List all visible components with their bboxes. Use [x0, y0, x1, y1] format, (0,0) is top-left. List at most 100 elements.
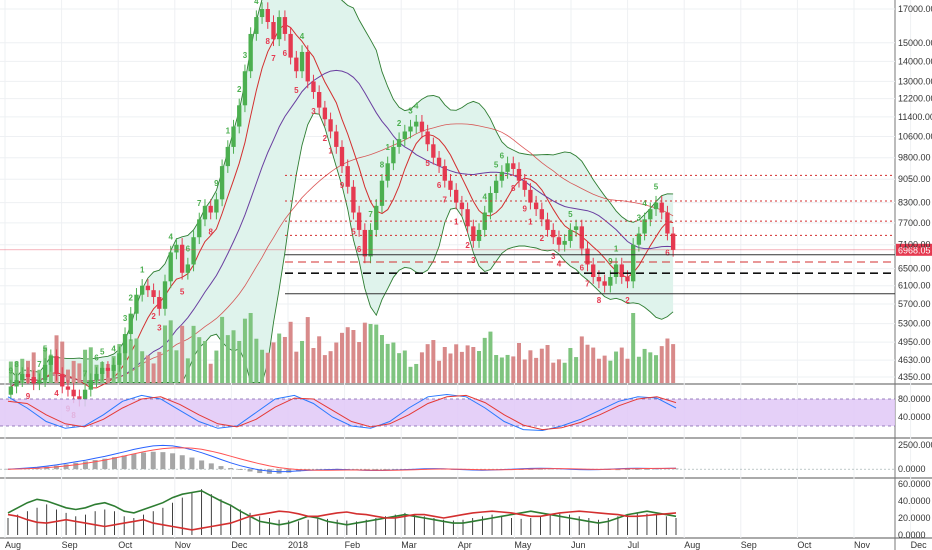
candle[interactable]: [648, 209, 653, 220]
candle[interactable]: [465, 209, 470, 227]
candle[interactable]: [151, 290, 156, 298]
candle[interactable]: [562, 240, 567, 245]
stochastic-rsi-panel[interactable]: [0, 393, 895, 432]
candle[interactable]: [459, 202, 465, 210]
candle[interactable]: [516, 168, 522, 181]
candle[interactable]: [488, 192, 493, 213]
candle[interactable]: [248, 33, 253, 72]
dmi-panel[interactable]: [7, 489, 677, 535]
candle[interactable]: [231, 126, 236, 147]
candle[interactable]: [528, 189, 533, 203]
candle[interactable]: [94, 373, 99, 381]
candle[interactable]: [100, 367, 105, 374]
candle[interactable]: [374, 205, 379, 230]
candle[interactable]: [54, 356, 59, 374]
candle[interactable]: [670, 233, 676, 250]
candle[interactable]: [208, 205, 213, 213]
candle[interactable]: [168, 252, 173, 282]
candle[interactable]: [288, 33, 293, 58]
candle[interactable]: [579, 226, 584, 249]
candle[interactable]: [585, 248, 590, 265]
candle[interactable]: [60, 373, 65, 387]
candle[interactable]: [339, 146, 345, 167]
candle[interactable]: [117, 353, 122, 365]
candle[interactable]: [65, 386, 71, 390]
candle[interactable]: [636, 233, 642, 245]
candle[interactable]: [294, 57, 299, 72]
macd-panel[interactable]: [0, 444, 895, 474]
candle[interactable]: [20, 373, 25, 381]
candle[interactable]: [396, 139, 402, 147]
candle[interactable]: [573, 226, 579, 230]
candle[interactable]: [362, 229, 368, 257]
candle[interactable]: [608, 277, 613, 286]
candle[interactable]: [482, 212, 487, 230]
candle[interactable]: [653, 202, 659, 210]
candle[interactable]: [191, 237, 196, 265]
candle[interactable]: [271, 22, 276, 40]
candle[interactable]: [591, 264, 596, 278]
candle[interactable]: [71, 389, 76, 397]
candle[interactable]: [522, 180, 527, 190]
candle[interactable]: [665, 212, 670, 234]
candle[interactable]: [505, 163, 510, 172]
candle[interactable]: [305, 51, 310, 82]
candle[interactable]: [625, 277, 630, 282]
candle[interactable]: [659, 202, 664, 213]
candle[interactable]: [105, 367, 111, 371]
candle[interactable]: [539, 209, 544, 220]
candle[interactable]: [134, 294, 139, 314]
candle[interactable]: [214, 199, 219, 213]
candle[interactable]: [48, 356, 53, 365]
candle[interactable]: [31, 377, 36, 384]
candle[interactable]: [122, 334, 128, 354]
candle[interactable]: [454, 189, 459, 203]
candle[interactable]: [82, 389, 88, 400]
candle[interactable]: [179, 244, 185, 273]
candle[interactable]: [311, 81, 316, 93]
candle[interactable]: [631, 244, 636, 282]
candle[interactable]: [277, 17, 282, 40]
price-panel[interactable]: 9897549876543212345678912348765432195678…: [0, 0, 895, 420]
candle[interactable]: [471, 226, 476, 241]
candle[interactable]: [545, 219, 550, 230]
candle[interactable]: [356, 212, 362, 230]
candle[interactable]: [556, 237, 562, 245]
candle[interactable]: [162, 281, 168, 309]
candle[interactable]: [379, 180, 385, 206]
candle[interactable]: [402, 131, 407, 140]
candle[interactable]: [111, 364, 116, 371]
candle[interactable]: [511, 163, 516, 169]
candle[interactable]: [385, 163, 390, 181]
candle[interactable]: [185, 264, 191, 273]
candle[interactable]: [42, 364, 48, 381]
candle[interactable]: [237, 105, 242, 127]
candle[interactable]: [619, 264, 624, 278]
candle[interactable]: [77, 396, 82, 400]
candle[interactable]: [345, 166, 350, 187]
candle[interactable]: [642, 219, 647, 234]
candle[interactable]: [551, 229, 556, 238]
candle[interactable]: [499, 171, 505, 181]
candle[interactable]: [436, 157, 442, 167]
candle[interactable]: [14, 380, 19, 387]
candle[interactable]: [414, 121, 419, 127]
candle[interactable]: [25, 373, 31, 377]
candle[interactable]: [157, 297, 162, 309]
candle[interactable]: [299, 51, 305, 72]
candle[interactable]: [334, 131, 339, 147]
candle[interactable]: [533, 202, 539, 210]
candle[interactable]: [493, 180, 499, 193]
candle[interactable]: [254, 17, 259, 34]
candle[interactable]: [476, 229, 482, 241]
candle[interactable]: [8, 386, 14, 395]
candle[interactable]: [322, 107, 328, 120]
candle[interactable]: [174, 244, 179, 253]
candle[interactable]: [328, 119, 333, 132]
candle[interactable]: [351, 186, 356, 213]
candle[interactable]: [602, 281, 607, 286]
candle[interactable]: [431, 144, 436, 158]
candle[interactable]: [242, 71, 248, 106]
candle[interactable]: [613, 264, 619, 278]
candle[interactable]: [419, 121, 425, 132]
